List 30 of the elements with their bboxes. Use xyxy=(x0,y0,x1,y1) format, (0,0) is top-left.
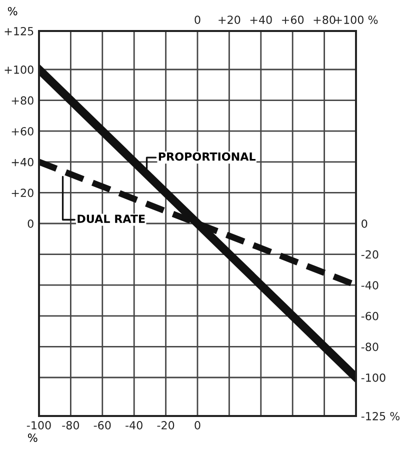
x2-tick-label: 0 xyxy=(194,16,200,24)
y-tick-label: +80 xyxy=(12,96,34,105)
x2-tick-label: +20 xyxy=(218,16,240,24)
y2-tick-label: -40 xyxy=(361,281,378,290)
y2-tick-label: -100 xyxy=(361,373,386,382)
x-tick-label: 0 xyxy=(194,421,200,430)
series-label: DUAL RATE xyxy=(78,214,145,223)
x2-tick-label: +80 xyxy=(314,16,336,24)
y-tick-label: +100 xyxy=(4,65,34,74)
y-tick-label: +125 xyxy=(4,26,34,36)
x-tick-label: -20 xyxy=(157,421,174,430)
y-tick-label: +20 xyxy=(12,188,34,198)
x2-tick-label: +100 % xyxy=(334,16,378,24)
x2-tick-label: +60 xyxy=(282,16,304,24)
y-axis-title: % xyxy=(8,6,18,16)
y-tick-label: +40 xyxy=(12,158,34,166)
y2-tick-label: -20 xyxy=(361,250,378,259)
x-tick-label: -80 xyxy=(62,421,80,430)
y2-tick-label: -80 xyxy=(361,342,378,352)
y2-tick-label: -125 % xyxy=(361,412,400,420)
y2-tick-label: -60 xyxy=(361,312,378,320)
x-tick-label: -40 xyxy=(126,421,142,430)
x-tick-label: -100 xyxy=(26,421,51,430)
x2-tick-label: +40 xyxy=(250,16,272,24)
y-tick-label: 0 xyxy=(28,219,34,228)
y2-tick-label: 0 xyxy=(362,219,368,228)
x-tick-label: -60 xyxy=(94,421,111,430)
y-tick-label: +60 xyxy=(12,127,34,136)
x-axis-title: % xyxy=(28,434,38,442)
legend-label: PROPORTIONAL xyxy=(158,152,256,161)
